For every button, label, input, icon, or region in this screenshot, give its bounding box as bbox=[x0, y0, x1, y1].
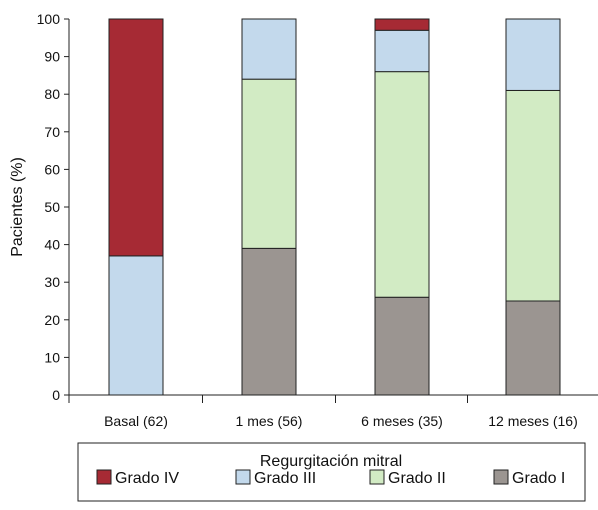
bar-segment bbox=[241, 247, 297, 396]
bar-segment bbox=[241, 18, 297, 80]
y-tick-label: 60 bbox=[44, 161, 60, 177]
y-axis-title: Pacientes (%) bbox=[9, 157, 26, 257]
bar-segment bbox=[108, 255, 164, 396]
y-tick-label: 80 bbox=[44, 86, 60, 102]
bar-segment bbox=[505, 300, 561, 396]
bar-segment bbox=[241, 78, 297, 249]
x-tick-label: 1 mes (56) bbox=[236, 413, 303, 429]
legend-item: Grado II bbox=[369, 469, 446, 487]
y-tick-label: 100 bbox=[37, 11, 61, 27]
legend-items: Grado IV Grado III Grado II Grado I bbox=[96, 469, 565, 487]
bar-segment bbox=[374, 29, 430, 73]
y-tick-label: 40 bbox=[44, 237, 60, 253]
x-tick-label: 6 meses (35) bbox=[361, 413, 443, 429]
legend: Regurgitación mitral Grado IV Grado III Gr… bbox=[77, 442, 586, 502]
y-tick-label: 50 bbox=[44, 199, 60, 215]
legend-item: Grado III bbox=[235, 469, 316, 487]
y-tick-label: 0 bbox=[52, 387, 60, 403]
legend-swatch bbox=[96, 469, 112, 485]
bar-segment bbox=[505, 18, 561, 91]
legend-label: Grado III bbox=[254, 470, 316, 487]
y-tick-label: 10 bbox=[44, 349, 60, 365]
legend-item: Grado IV bbox=[96, 469, 179, 487]
bar-segment bbox=[108, 18, 164, 257]
y-tick-label: 20 bbox=[44, 312, 60, 328]
legend-title: Regurgitación mitral bbox=[260, 453, 402, 470]
legend-label: Grado IV bbox=[115, 470, 179, 487]
bar-segment bbox=[374, 71, 430, 298]
y-tick-label: 70 bbox=[44, 124, 60, 140]
legend-label: Grado II bbox=[388, 470, 446, 487]
bar-segment bbox=[505, 89, 561, 302]
y-tick-label: 90 bbox=[44, 49, 60, 65]
y-tick-label: 30 bbox=[44, 274, 60, 290]
legend-label: Grado I bbox=[512, 470, 565, 487]
x-tick-label: 12 meses (16) bbox=[488, 413, 577, 429]
bar-segment bbox=[374, 18, 430, 31]
legend-swatch bbox=[493, 469, 509, 485]
bar-segment bbox=[374, 296, 430, 396]
legend-item: Grado I bbox=[493, 469, 565, 487]
plot-area: 0 10 20 30 40 50 60 70 80 90 100 Basal (62) 1 mes (5… bbox=[37, 11, 598, 429]
legend-swatch bbox=[369, 469, 385, 485]
x-tick-label: Basal (62) bbox=[104, 413, 168, 429]
legend-swatch bbox=[235, 469, 251, 485]
